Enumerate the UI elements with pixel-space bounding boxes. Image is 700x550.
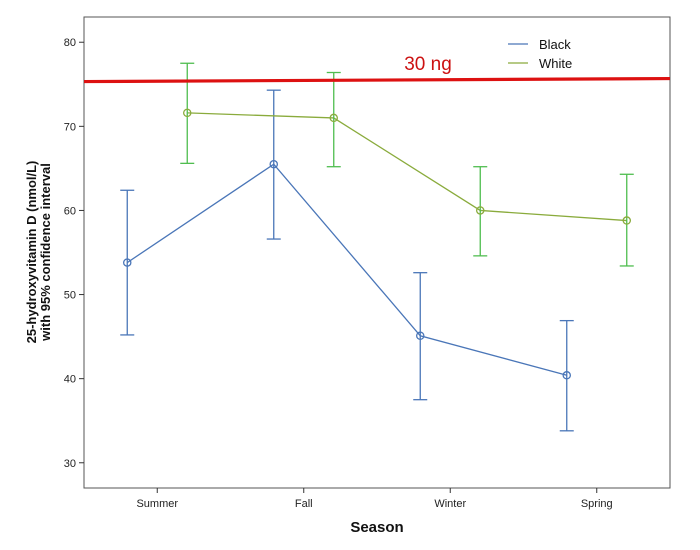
marker-black-spring (562, 371, 572, 380)
y-tick-label-60: 60 (64, 205, 76, 217)
x-axis-title: Season (350, 519, 403, 536)
plot-area-frame (83, 16, 671, 489)
y-tick-label-30: 30 (64, 458, 76, 470)
marker-black-fall (269, 159, 278, 169)
series-layer (120, 62, 634, 432)
y-tick-label-40: 40 (64, 374, 76, 386)
series-line-white (187, 112, 627, 222)
y-axis-title: 25-hydroxyvitamin D (nmol/L) with 95% co… (24, 161, 53, 344)
marker-black-winter (415, 331, 425, 341)
x-tick-label-summer: Summer (136, 498, 178, 510)
x-axis: Summer Fall Winter Spring (136, 488, 613, 510)
x-tick-label-winter: Winter (434, 498, 466, 510)
y-axis: 30 40 50 60 70 80 (64, 37, 84, 470)
reference-line-label: 30 ng (404, 54, 452, 75)
y-tick-label-70: 70 (64, 121, 76, 133)
marker-white-fall (329, 113, 338, 123)
y-axis-title-line1: 25-hydroxyvitamin D (nmol/L) (24, 161, 39, 344)
legend: Black White (508, 37, 572, 71)
y-tick-label-50: 50 (64, 290, 76, 302)
legend-label-white: White (539, 56, 572, 71)
marker-black-summer (123, 258, 132, 267)
x-tick-label-spring: Spring (581, 498, 613, 510)
marker-white-summer (182, 108, 192, 118)
marker-white-spring (622, 216, 632, 225)
y-tick-label-80: 80 (64, 37, 76, 49)
series-line-black (126, 163, 567, 376)
legend-label-black: Black (539, 37, 571, 52)
marker-white-winter (475, 206, 485, 215)
x-tick-label-fall: Fall (295, 498, 313, 510)
reference-line (83, 76, 671, 84)
reference-line-layer: 30 ng (83, 54, 671, 84)
y-axis-title-line2: with 95% confidence interval (38, 163, 53, 342)
